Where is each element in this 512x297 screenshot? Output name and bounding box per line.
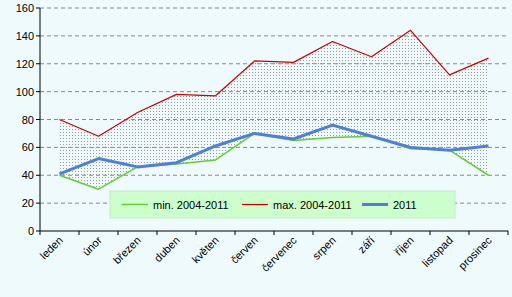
legend-swatch xyxy=(122,204,148,206)
y-axis xyxy=(40,8,41,231)
x-tick xyxy=(313,231,314,235)
tick-mark xyxy=(36,203,40,204)
y-tick-label: 100 xyxy=(16,86,34,98)
x-tick xyxy=(196,231,197,235)
x-tick-label: srpen xyxy=(310,234,338,262)
background xyxy=(0,0,512,297)
x-tick-label: květen xyxy=(190,234,221,265)
y-tick-label: 20 xyxy=(22,197,34,209)
x-tick xyxy=(508,231,509,235)
x-tick xyxy=(157,231,158,235)
chart: 0 20 40 60 80 100 120 140 160 leden únor březen dube… xyxy=(0,0,512,297)
legend-box xyxy=(110,191,455,218)
tick-mark xyxy=(36,63,40,64)
x-tick-label: březen xyxy=(111,234,143,266)
tick-mark xyxy=(36,35,40,36)
y-tick-label: 60 xyxy=(22,141,34,153)
legend-swatch xyxy=(242,204,268,205)
legend: min. 2004-2011 max. 2004-2011 2011 xyxy=(110,191,455,218)
x-tick-label: únor xyxy=(80,234,104,258)
y-tick-label: 0 xyxy=(28,225,34,237)
y-tick-label: 140 xyxy=(16,30,34,42)
x-tick-label: duben xyxy=(152,234,182,264)
x-tick-label: červen xyxy=(228,234,260,266)
x-tick-label: listopad xyxy=(420,234,455,269)
x-tick xyxy=(79,231,80,235)
x-tick xyxy=(469,231,470,235)
x-tick xyxy=(40,231,41,235)
x-tick xyxy=(235,231,236,235)
grid-line xyxy=(40,35,508,36)
x-tick xyxy=(352,231,353,235)
series-line xyxy=(60,30,489,136)
x-tick-label: červenec xyxy=(259,234,299,274)
x-tick-label: říjen xyxy=(392,234,416,258)
tick-mark xyxy=(36,147,40,148)
y-tick-label: 80 xyxy=(22,114,34,126)
tick-mark xyxy=(36,8,40,9)
tick-mark xyxy=(36,175,40,176)
tick-mark xyxy=(36,119,40,120)
x-tick-label: září xyxy=(355,234,376,255)
legend-label: 2011 xyxy=(393,199,417,211)
x-tick xyxy=(118,231,119,235)
x-tick xyxy=(391,231,392,235)
range-band xyxy=(60,30,489,189)
x-tick xyxy=(430,231,431,235)
plot-area xyxy=(60,30,489,189)
y-tick-label: 120 xyxy=(16,58,34,70)
legend-label: max. 2004-2011 xyxy=(273,199,352,211)
x-tick-label: leden xyxy=(37,234,65,262)
legend-label: min. 2004-2011 xyxy=(153,199,229,211)
y-tick-label: 40 xyxy=(22,169,34,181)
y-tick-label: 160 xyxy=(16,2,34,14)
x-tick xyxy=(274,231,275,235)
series-line xyxy=(60,125,489,174)
tick-mark xyxy=(36,91,40,92)
series-line xyxy=(60,133,489,189)
x-tick-label: prosinec xyxy=(456,234,494,272)
grid-line xyxy=(40,8,508,9)
legend-swatch xyxy=(362,203,388,206)
tick-mark xyxy=(36,231,40,232)
